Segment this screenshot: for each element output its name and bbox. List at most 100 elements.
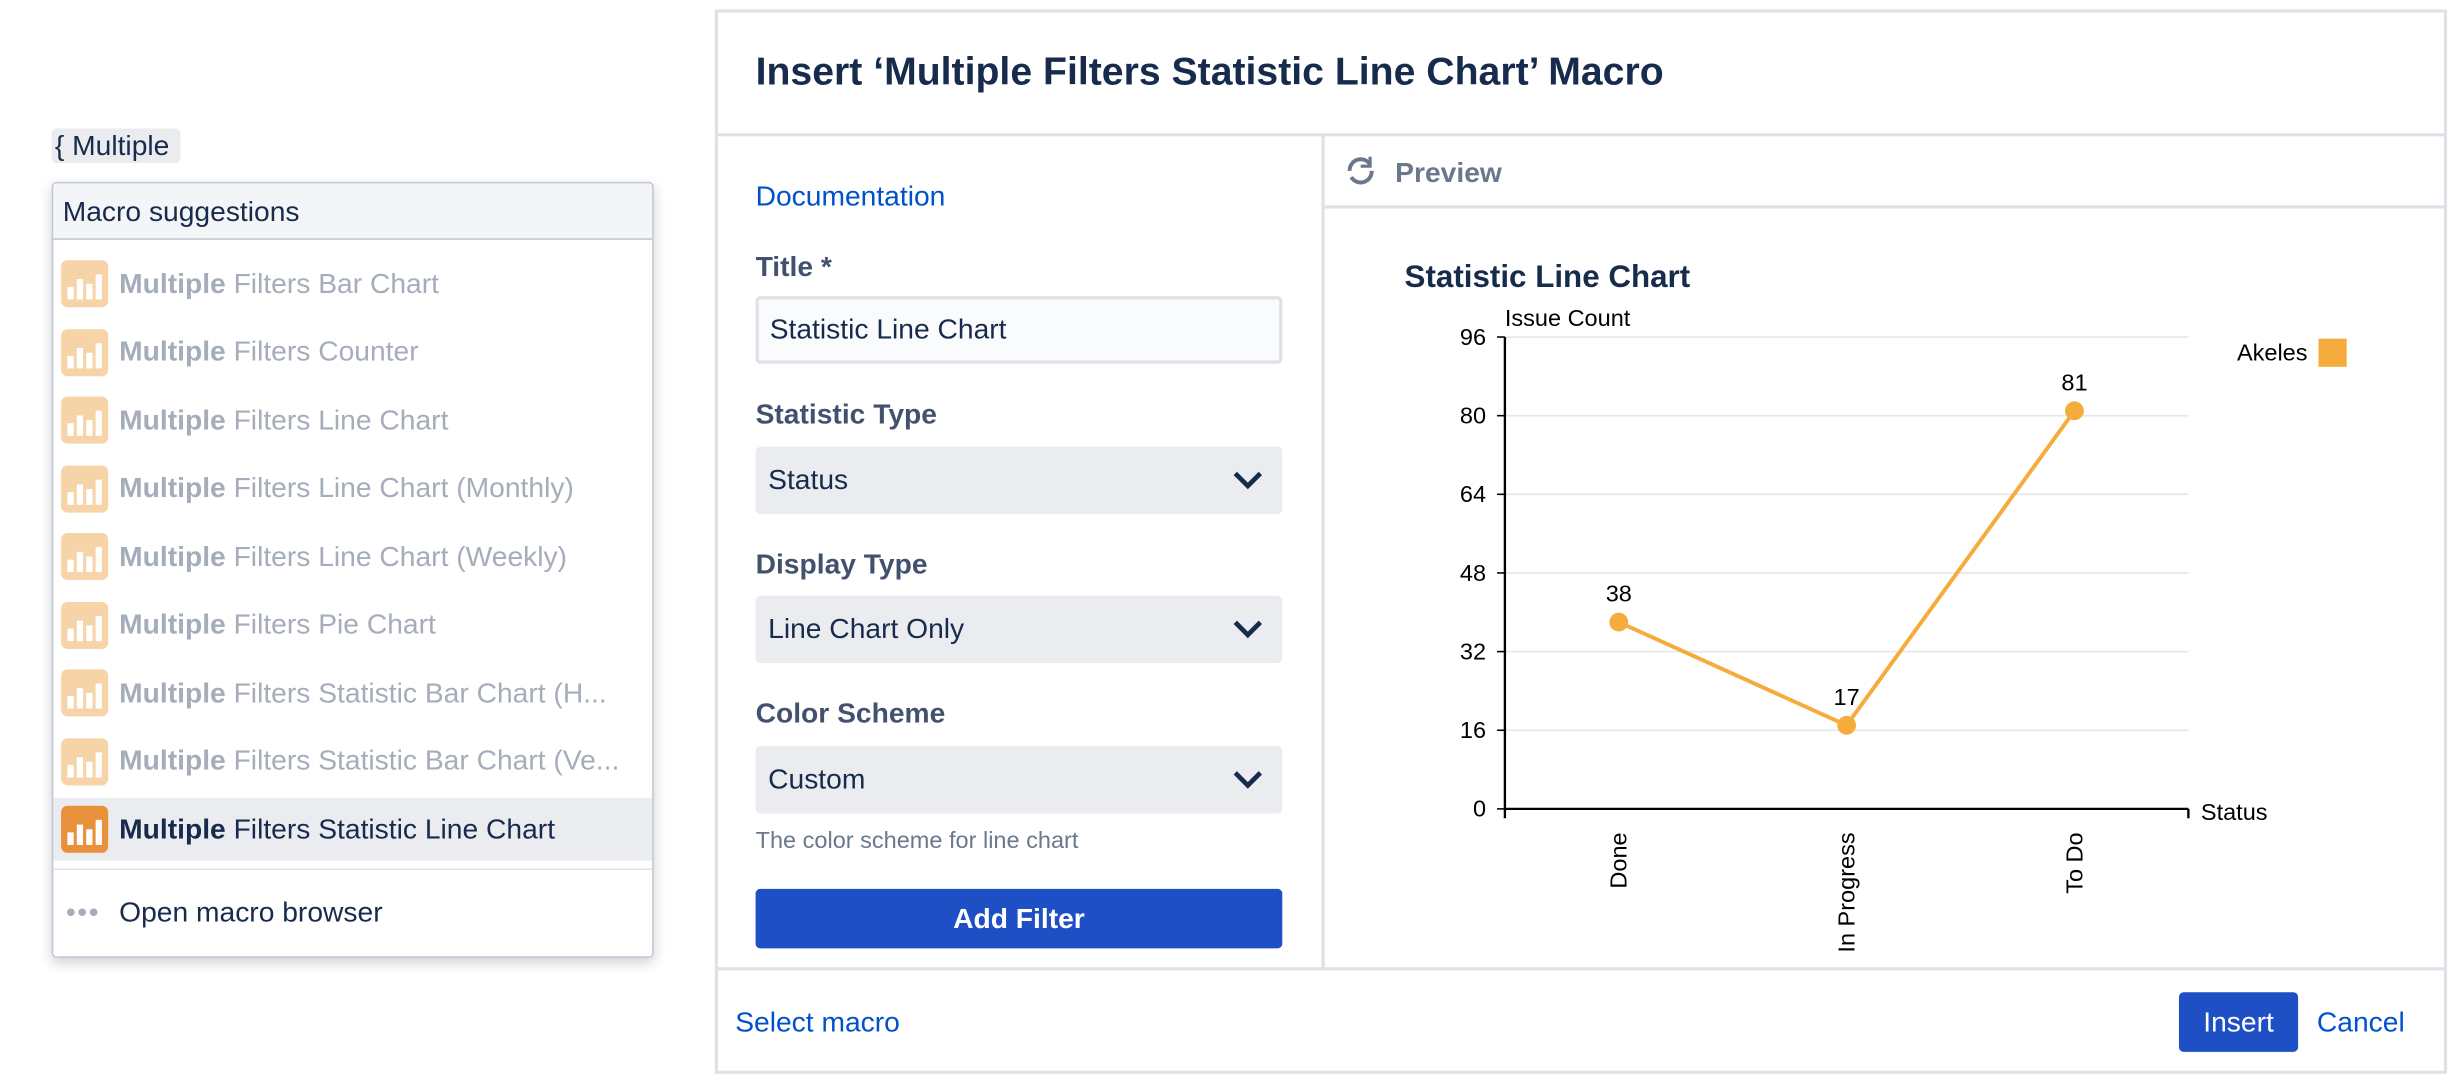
icon-bar (86, 488, 93, 504)
divider (717, 967, 2446, 971)
add-filter-button[interactable]: Add Filter (755, 888, 1283, 949)
suggestion-item[interactable]: Multiple Filters Statistic Bar Chart (Ve.… (53, 730, 652, 793)
field-label: Color Scheme (755, 697, 946, 729)
legend-swatch (2318, 338, 2347, 367)
suggestion-item[interactable]: Multiple Filters Statistic Line Chart (53, 797, 653, 861)
item-text: Filters Line Chart (Monthly) (233, 471, 574, 504)
select-macro-link[interactable]: Select macro (735, 1006, 900, 1038)
icon-bar (76, 688, 84, 709)
separator (53, 868, 653, 871)
field-label: Title * (755, 250, 832, 283)
match-text: Multiple (119, 471, 226, 504)
icon-bar (95, 410, 102, 436)
match-text: Multiple (119, 540, 226, 572)
suggestion-item[interactable]: Multiple Filters Counter (53, 321, 652, 384)
macro-icon (61, 737, 109, 785)
icon-bar (86, 420, 93, 436)
suggestion-item[interactable]: Multiple Filters Statistic Bar Chart (H..… (53, 662, 652, 725)
item-text: Filters Statistic Bar Chart (H... (233, 676, 607, 708)
suggestion-item[interactable]: Multiple Filters Line Chart (Weekly) (53, 525, 652, 588)
insert-button[interactable]: Insert (2178, 992, 2299, 1052)
item-text: Filters Pie Chart (233, 608, 436, 640)
icon-bar (67, 286, 74, 300)
more-icon: ••• (65, 896, 101, 929)
icon-bar (76, 551, 84, 573)
icon-bar (67, 832, 74, 845)
y-tick-label: 0 (1473, 796, 1486, 822)
y-tick-label: 96 (1460, 324, 1486, 350)
match-text: Multiple (119, 744, 226, 776)
cancel-link[interactable]: Cancel (2316, 1006, 2405, 1038)
suggestion-item[interactable]: Multiple Filters Pie Chart (53, 593, 652, 656)
icon-bar (76, 347, 84, 368)
icon-bar (76, 415, 84, 436)
divider (717, 133, 2446, 137)
match-text: Multiple (119, 403, 226, 436)
macro-icon (61, 669, 109, 717)
item-text: Filters Statistic Bar Chart (Ve... (233, 744, 620, 776)
match-text: Multiple (119, 608, 226, 640)
item-text: Filters Counter (233, 335, 419, 367)
y-axis-label: Issue Count (1505, 305, 1631, 331)
icon-bar (95, 615, 102, 641)
icon-bar (95, 274, 102, 300)
icon-bar (86, 556, 93, 573)
chart: Statistic Line Chart Issue Count Status 0 16… (1405, 259, 2347, 953)
macro-icon (61, 260, 109, 308)
macro-icon (61, 328, 109, 376)
icon-bar (67, 423, 74, 436)
icon-bar (95, 683, 102, 709)
icon-bar (76, 483, 84, 504)
chevrons (1233, 471, 1263, 789)
point (1609, 612, 1629, 632)
match-text: Multiple (119, 812, 226, 845)
refresh-icon (1347, 156, 1374, 185)
icon-bar (95, 819, 102, 845)
icon-bar (86, 829, 93, 845)
icon-bar (86, 351, 93, 368)
icon-bar (86, 624, 93, 641)
icon-bar (76, 279, 84, 300)
value-label: 81 (2061, 369, 2087, 395)
field-label: Display Type (755, 548, 928, 581)
icon-bar (67, 355, 74, 368)
match-text: Multiple (119, 267, 226, 299)
point (2065, 401, 2084, 421)
macro-icon (61, 396, 109, 444)
icon-bar (95, 478, 102, 504)
select[interactable]: Custom (755, 746, 1283, 814)
suggestion-item[interactable]: Multiple Filters Bar Chart (53, 252, 652, 315)
icon-bar (76, 824, 84, 845)
y-tick-label: 48 (1460, 560, 1486, 586)
icon-bar (86, 761, 93, 777)
icon-bar (67, 764, 74, 777)
macro-icon (61, 464, 109, 512)
icon-bar (67, 491, 74, 504)
match-text: Multiple (119, 335, 226, 367)
icon-bar (67, 696, 74, 709)
editor-input[interactable]: { Multiple (51, 128, 181, 164)
icon-bar (67, 559, 74, 573)
select[interactable]: Line Chart Only (755, 595, 1283, 664)
point (1837, 715, 1857, 735)
item-text: Filters Bar Chart (233, 267, 439, 299)
suggestion-item[interactable]: Multiple Filters Line Chart (Monthly) (53, 457, 652, 520)
y-tick-label: 16 (1460, 717, 1486, 743)
y-tick-label: 64 (1460, 481, 1486, 507)
macro-browser-link[interactable]: Open macro browser (119, 896, 383, 929)
divider (1324, 205, 2446, 209)
icon-bar (86, 692, 93, 709)
documentation-link[interactable]: Documentation (755, 180, 946, 212)
icon-bar (95, 547, 102, 573)
suggestions-panel: Macro suggestions ••• Open macro browser… (51, 181, 654, 958)
value-label: 17 (1834, 684, 1860, 710)
preview-label: Preview (1395, 156, 1502, 189)
suggestion-item[interactable]: Multiple Filters Line Chart (53, 389, 652, 452)
item-text: Filters Line Chart (233, 403, 449, 436)
icon-bar (95, 751, 102, 777)
match-text: Multiple (119, 676, 226, 708)
line (1618, 409, 2077, 728)
select[interactable]: Status (755, 446, 1283, 515)
title-input[interactable]: Statistic Line Chart (755, 296, 1283, 364)
